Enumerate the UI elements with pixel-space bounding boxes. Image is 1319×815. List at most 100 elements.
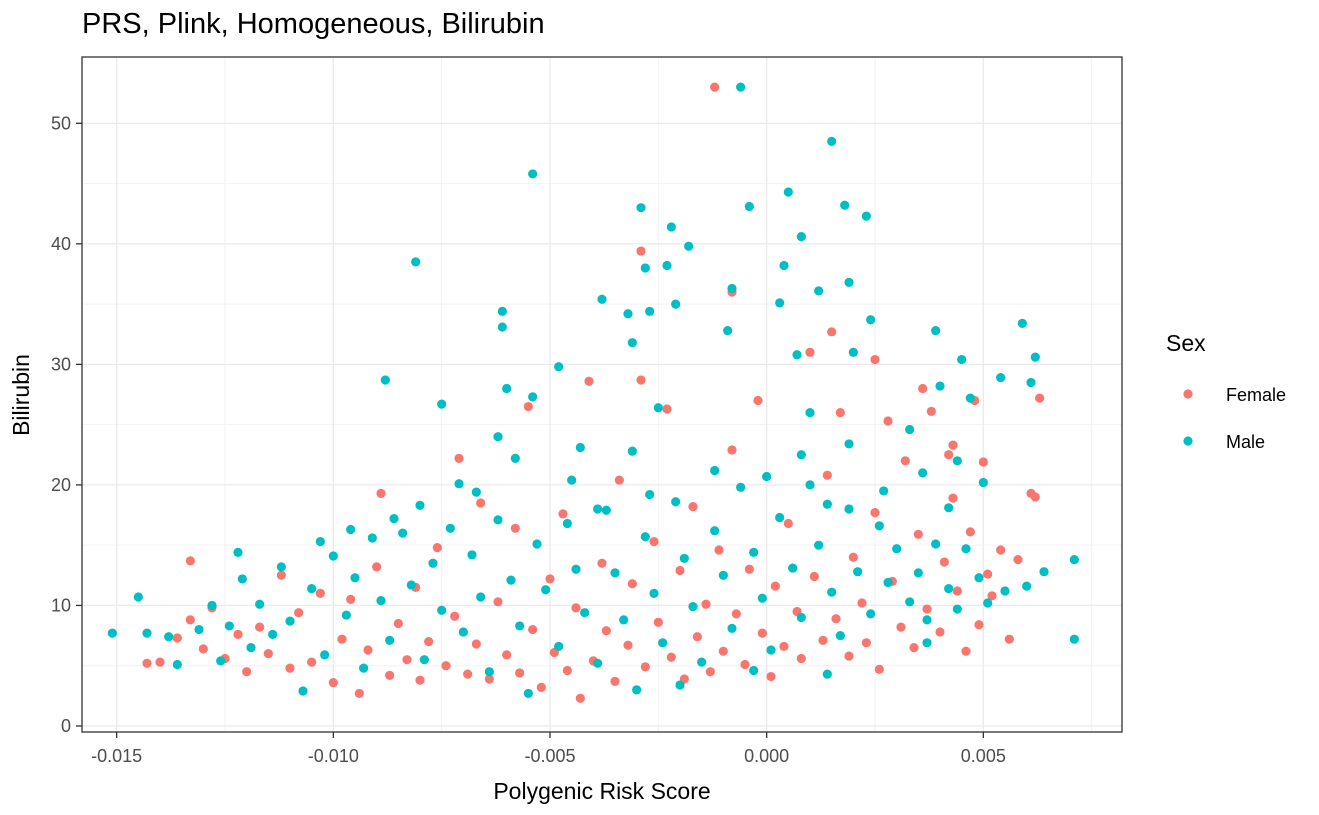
data-point-male	[445, 523, 455, 533]
data-point-male	[610, 568, 620, 578]
data-point-male	[315, 536, 325, 547]
data-point-male	[952, 456, 962, 466]
data-point-male	[172, 659, 182, 670]
data-point-female	[484, 674, 494, 684]
data-point-male	[1069, 634, 1079, 644]
data-point-female	[610, 676, 620, 686]
x-tick-label: -0.015	[91, 746, 142, 766]
data-point-male	[320, 650, 330, 660]
data-point-male	[593, 504, 603, 514]
data-point-male	[632, 685, 642, 695]
data-point-female	[172, 633, 182, 643]
data-point-female	[848, 552, 858, 562]
legend-label-male: Male	[1226, 432, 1265, 452]
data-point-male	[788, 563, 798, 573]
data-point-female	[285, 663, 295, 673]
data-point-female	[441, 661, 451, 671]
data-point-female	[1030, 492, 1040, 502]
legend-key-female	[1183, 389, 1193, 399]
data-point-male	[268, 629, 278, 639]
data-point-female	[185, 556, 195, 566]
data-point-male	[194, 624, 204, 635]
data-point-male	[428, 558, 438, 568]
data-point-male	[1069, 555, 1079, 565]
data-point-male	[502, 383, 512, 394]
data-point-female	[476, 498, 486, 508]
data-point-female	[961, 646, 971, 656]
data-point-female	[861, 638, 871, 648]
data-point-female	[575, 693, 585, 703]
data-point-male	[510, 453, 520, 463]
data-point-female	[939, 557, 949, 567]
data-point-female	[363, 645, 373, 655]
legend-title: Sex	[1166, 330, 1206, 356]
data-point-male	[866, 315, 876, 325]
data-point-female	[944, 450, 954, 460]
data-point-male	[874, 521, 884, 531]
data-point-male	[528, 392, 538, 402]
data-point-female	[983, 569, 993, 579]
data-point-male	[952, 604, 962, 614]
data-point-female	[276, 570, 286, 580]
data-point-female	[385, 670, 395, 680]
data-point-female	[692, 632, 702, 642]
data-point-male	[957, 354, 967, 365]
y-tick-label: 20	[51, 475, 71, 495]
data-point-female	[328, 677, 338, 688]
series-male	[107, 82, 1079, 699]
data-point-male	[580, 608, 590, 618]
data-point-male	[840, 200, 850, 210]
data-point-male	[454, 479, 464, 489]
data-point-female	[900, 456, 910, 466]
data-point-female	[315, 588, 325, 598]
data-point-male	[346, 524, 356, 535]
data-point-male	[341, 610, 351, 620]
data-point-male	[922, 615, 932, 625]
data-points	[107, 82, 1079, 703]
data-point-male	[562, 518, 572, 529]
data-point-male	[506, 575, 516, 585]
data-point-male	[822, 499, 832, 509]
data-point-male	[640, 532, 650, 542]
data-point-male	[814, 286, 824, 296]
data-point-male	[892, 544, 902, 554]
data-point-male	[723, 326, 733, 336]
data-point-male	[493, 432, 503, 442]
x-tick-label: -0.005	[524, 746, 575, 766]
data-point-male	[935, 381, 945, 391]
legend: Sex Female Male	[1166, 330, 1286, 452]
data-point-male	[246, 643, 256, 653]
data-point-female	[701, 599, 711, 609]
data-point-female	[510, 523, 520, 533]
data-point-female	[974, 620, 984, 630]
data-point-male	[961, 544, 971, 554]
data-point-male	[866, 609, 876, 619]
data-point-female	[185, 615, 195, 625]
data-point-female	[809, 571, 819, 582]
data-point-female	[536, 682, 546, 693]
data-point-male	[640, 263, 650, 273]
data-point-male	[827, 587, 837, 597]
data-point-male	[710, 526, 720, 536]
data-point-male	[142, 628, 152, 638]
data-point-male	[931, 326, 941, 336]
data-point-female	[744, 564, 754, 574]
data-point-female	[870, 354, 880, 365]
data-point-male	[744, 201, 754, 212]
data-point-male	[792, 350, 802, 360]
data-point-female	[402, 655, 412, 665]
data-point-female	[1013, 555, 1023, 565]
data-point-male	[718, 570, 728, 580]
data-point-male	[762, 471, 772, 482]
data-point-male	[233, 547, 243, 558]
data-point-female	[731, 609, 741, 619]
data-point-female	[346, 594, 356, 605]
data-point-female	[705, 667, 715, 677]
data-point-male	[571, 564, 581, 574]
legend-label-female: Female	[1226, 385, 1286, 405]
data-point-male	[1000, 586, 1010, 596]
data-point-female	[493, 597, 503, 607]
data-point-female	[727, 445, 737, 455]
plot-panel-border	[81, 56, 1123, 733]
data-point-female	[636, 375, 646, 385]
